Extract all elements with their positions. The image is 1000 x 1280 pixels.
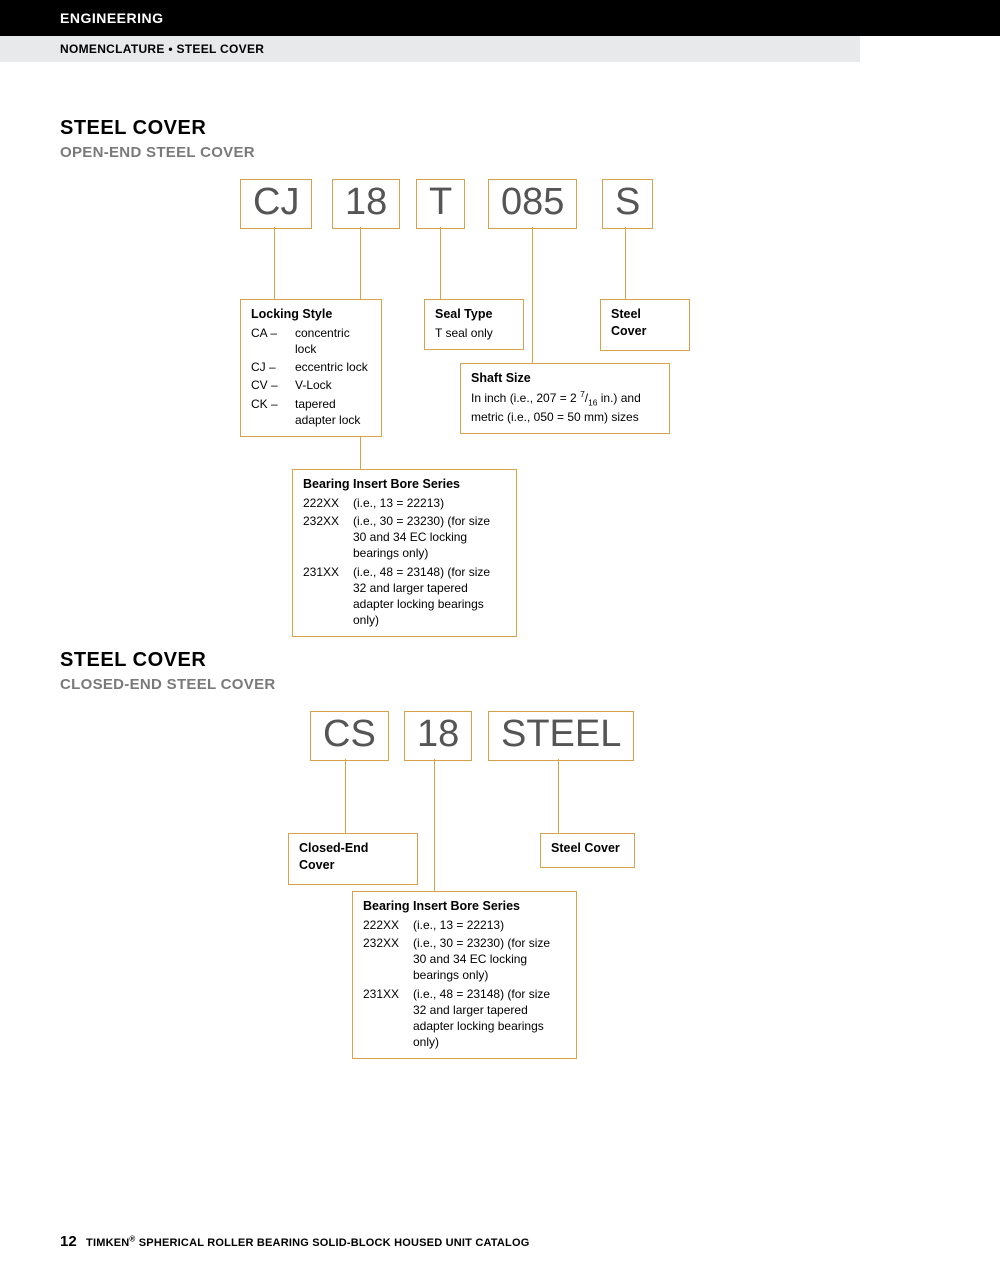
- val: concentric lock: [295, 325, 371, 357]
- val: V-Lock: [295, 377, 332, 393]
- code-box: 085: [488, 179, 577, 229]
- label-title: Bearing Insert Bore Series: [303, 476, 506, 493]
- val: (i.e., 13 = 22213): [353, 495, 444, 511]
- section2-subtitle: CLOSED-END STEEL COVER: [60, 676, 940, 693]
- code-box: CS: [310, 711, 389, 761]
- label-closed-end: Closed-End Cover: [288, 833, 418, 885]
- header-category: ENGINEERING: [0, 0, 1000, 36]
- code-box: 18: [404, 711, 472, 761]
- code-box: STEEL: [488, 711, 634, 761]
- label-shaft-size: Shaft Size In inch (i.e., 207 = 2 7/16 i…: [460, 363, 670, 434]
- footer-text: TIMKEN® SPHERICAL ROLLER BEARING SOLID-B…: [86, 1237, 529, 1249]
- connector: [434, 759, 435, 891]
- section2-title: STEEL COVER: [60, 649, 940, 672]
- code-box: T: [416, 179, 465, 229]
- val: (i.e., 13 = 22213): [413, 917, 504, 933]
- diagram-open-end: CJ 18 T 085 S Locking Style CA –concentr…: [60, 179, 940, 639]
- val: (i.e., 30 = 23230) (for size 30 and 34 E…: [413, 935, 566, 984]
- page-number: 12: [60, 1233, 77, 1250]
- key: 222XX: [363, 917, 413, 933]
- connector: [625, 227, 626, 299]
- val: (i.e., 48 = 23148) (for size 32 and larg…: [353, 564, 506, 629]
- label-title: Locking Style: [251, 306, 371, 323]
- key: 231XX: [303, 564, 353, 629]
- val: eccentric lock: [295, 359, 368, 375]
- label-steel-cover: Steel Cover: [540, 833, 635, 868]
- key: CV –: [251, 377, 295, 393]
- label-title: Seal Type: [435, 306, 513, 323]
- section1-title-block: STEEL COVER OPEN-END STEEL COVER: [60, 117, 940, 161]
- label-title: Steel Cover: [611, 306, 679, 340]
- label-title: Closed-End Cover: [299, 840, 407, 874]
- page-body: STEEL COVER OPEN-END STEEL COVER CJ 18 T…: [0, 117, 1000, 1071]
- label-title: Steel Cover: [551, 840, 624, 857]
- header-breadcrumb: NOMENCLATURE • STEEL COVER: [0, 36, 860, 62]
- connector: [345, 759, 346, 833]
- code-box: 18: [332, 179, 400, 229]
- label-title: Bearing Insert Bore Series: [363, 898, 566, 915]
- label-text: In inch (i.e., 207 = 2 7/16 in.) and met…: [471, 389, 659, 425]
- connector: [440, 227, 441, 299]
- key: 231XX: [363, 986, 413, 1051]
- connector: [274, 227, 275, 299]
- connector: [532, 227, 533, 363]
- connector: [558, 759, 559, 833]
- val: (i.e., 30 = 23230) (for size 30 and 34 E…: [353, 513, 506, 562]
- code-box: CJ: [240, 179, 312, 229]
- key: 222XX: [303, 495, 353, 511]
- section2-title-block: STEEL COVER CLOSED-END STEEL COVER: [60, 649, 940, 693]
- key: CK –: [251, 396, 295, 428]
- label-bore-series: Bearing Insert Bore Series 222XX(i.e., 1…: [292, 469, 517, 637]
- label-locking-style: Locking Style CA –concentric lock CJ –ec…: [240, 299, 382, 437]
- key: CA –: [251, 325, 295, 357]
- key: CJ –: [251, 359, 295, 375]
- diagram-closed-end: CS 18 STEEL Closed-End Cover Steel Cover…: [60, 711, 940, 1071]
- val: tapered adapter lock: [295, 396, 371, 428]
- label-title: Shaft Size: [471, 370, 659, 387]
- key: 232XX: [303, 513, 353, 562]
- section1-title: STEEL COVER: [60, 117, 940, 140]
- key: 232XX: [363, 935, 413, 984]
- page-footer: 12 TIMKEN® SPHERICAL ROLLER BEARING SOLI…: [60, 1233, 529, 1250]
- label-bore-series: Bearing Insert Bore Series 222XX(i.e., 1…: [352, 891, 577, 1059]
- section1-subtitle: OPEN-END STEEL COVER: [60, 144, 940, 161]
- label-steel-cover: Steel Cover: [600, 299, 690, 351]
- val: (i.e., 48 = 23148) (for size 32 and larg…: [413, 986, 566, 1051]
- label-text: T seal only: [435, 325, 513, 341]
- label-seal-type: Seal Type T seal only: [424, 299, 524, 350]
- code-box: S: [602, 179, 653, 229]
